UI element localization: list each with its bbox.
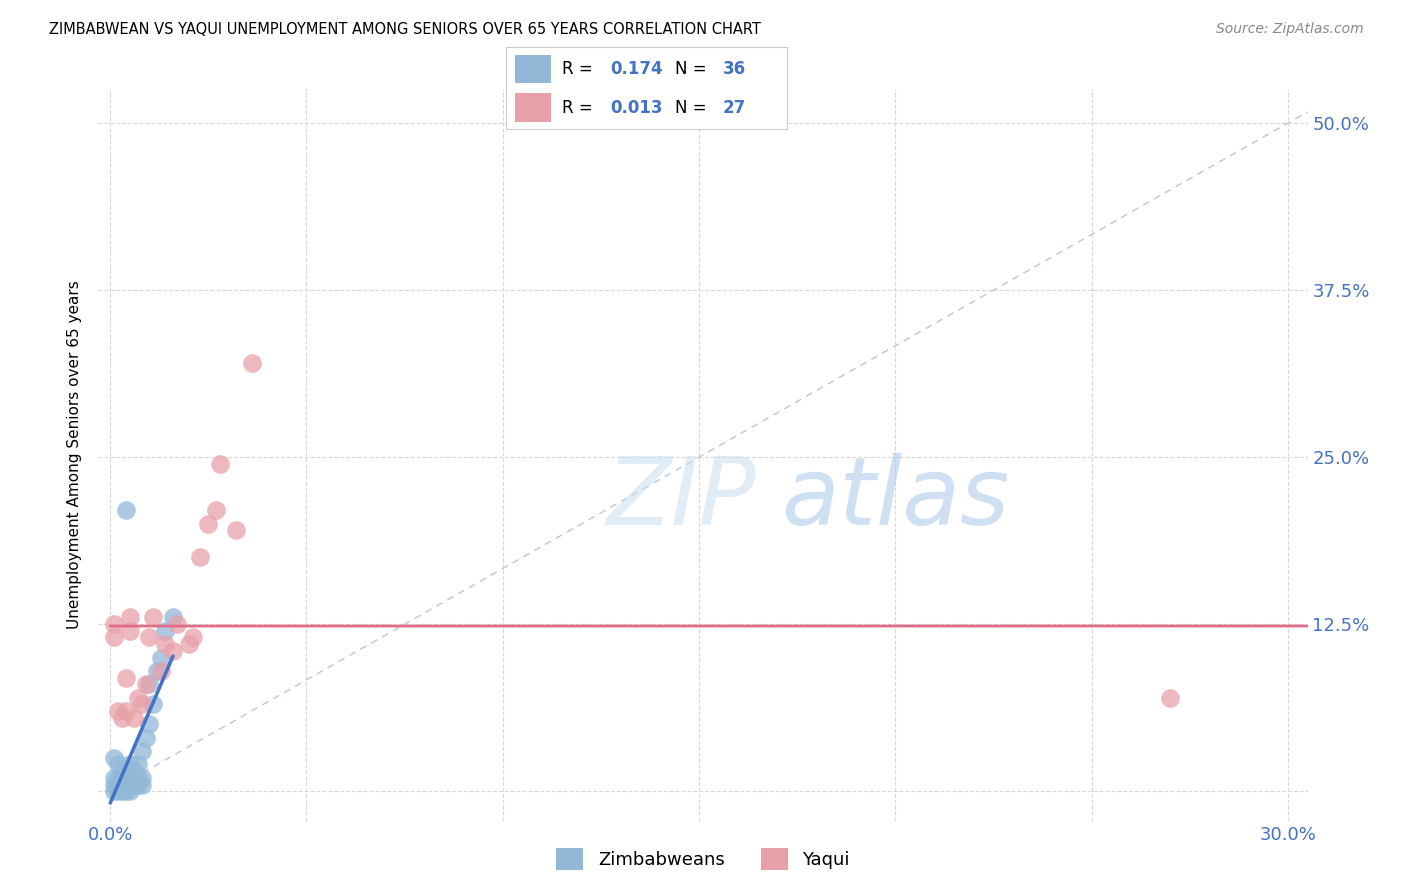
Point (107, 778, 129, 792)
Bar (515, 54, 551, 83)
Point (115, 671, 138, 685)
Point (166, 617, 188, 632)
Point (131, 744, 153, 758)
Point (146, 664, 169, 678)
Text: 0.013: 0.013 (610, 99, 662, 117)
Point (127, 757, 149, 772)
Point (142, 698, 165, 712)
Point (150, 650, 173, 665)
Y-axis label: Unemployment Among Seniors over 65 years: Unemployment Among Seniors over 65 years (67, 281, 83, 629)
Text: 27: 27 (723, 99, 747, 117)
Point (118, 624, 141, 638)
Point (135, 677, 157, 691)
Point (181, 631, 204, 645)
Point (118, 778, 141, 792)
Text: 0.174: 0.174 (610, 60, 662, 78)
Point (111, 711, 134, 725)
Point (1159, 690, 1181, 705)
Text: R =: R = (562, 60, 599, 78)
Point (118, 784, 141, 798)
Point (190, 550, 212, 565)
Point (177, 637, 200, 651)
Text: ZIP: ZIP (606, 453, 756, 544)
Point (118, 757, 141, 772)
Text: ZIMBABWEAN VS YAQUI UNEMPLOYMENT AMONG SENIORS OVER 65 YEARS CORRELATION CHART: ZIMBABWEAN VS YAQUI UNEMPLOYMENT AMONG S… (49, 22, 761, 37)
Point (107, 784, 129, 798)
Text: Source: ZipAtlas.com: Source: ZipAtlas.com (1216, 22, 1364, 37)
Point (131, 778, 153, 792)
Point (131, 698, 153, 712)
Point (103, 631, 125, 645)
Text: N =: N = (675, 60, 711, 78)
Point (131, 771, 153, 785)
Point (138, 677, 160, 691)
Legend: Zimbabweans, Yaqui: Zimbabweans, Yaqui (550, 841, 856, 878)
Point (103, 778, 125, 792)
Point (118, 610, 141, 624)
Point (103, 751, 125, 765)
Point (197, 516, 219, 531)
Point (111, 778, 134, 792)
Text: R =: R = (562, 99, 599, 117)
Point (135, 731, 157, 745)
Point (150, 664, 173, 678)
Point (103, 771, 125, 785)
Point (111, 771, 134, 785)
Point (115, 704, 138, 718)
Point (162, 610, 184, 624)
Point (115, 503, 138, 517)
Point (122, 778, 145, 792)
Point (115, 778, 138, 792)
Point (122, 711, 145, 725)
Text: N =: N = (675, 99, 711, 117)
Point (111, 784, 134, 798)
Point (103, 784, 125, 798)
Point (107, 771, 129, 785)
Point (107, 704, 129, 718)
Point (115, 764, 138, 779)
Text: atlas: atlas (782, 453, 1010, 544)
Point (138, 631, 160, 645)
Point (122, 764, 145, 779)
Point (115, 784, 138, 798)
Point (107, 757, 129, 772)
Point (127, 771, 149, 785)
Point (153, 637, 176, 651)
Point (138, 717, 160, 731)
Point (209, 457, 232, 471)
Bar (515, 94, 551, 122)
Point (111, 764, 134, 779)
Text: 36: 36 (723, 60, 745, 78)
Point (162, 644, 184, 658)
Point (225, 524, 247, 538)
Point (205, 503, 228, 517)
Point (240, 356, 263, 370)
Point (142, 610, 165, 624)
Point (103, 617, 125, 632)
Point (122, 771, 145, 785)
Point (127, 778, 149, 792)
Point (127, 690, 149, 705)
Point (153, 624, 176, 638)
